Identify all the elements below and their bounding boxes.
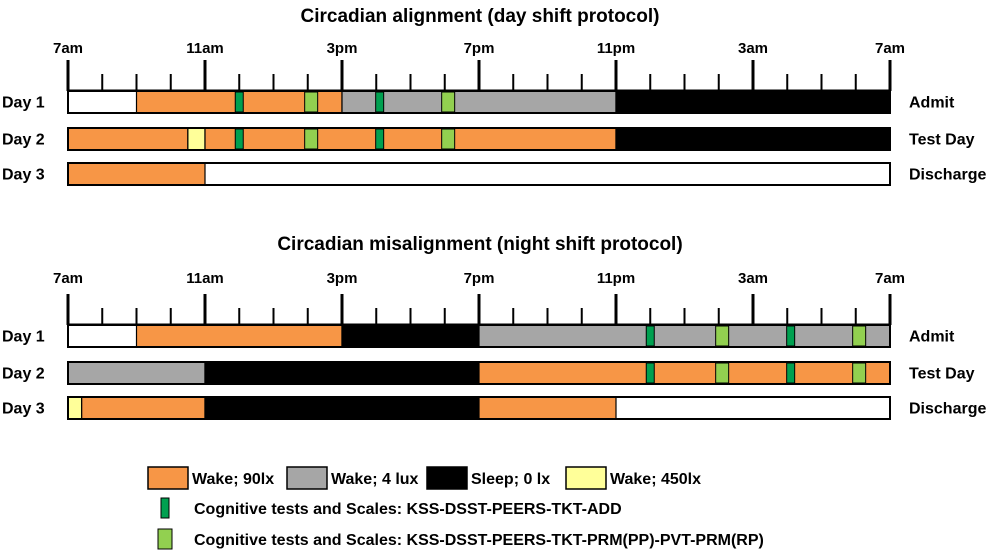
- marker-cog_dark: [234, 128, 244, 150]
- day-track-border: [67, 324, 891, 348]
- marker-cog_dark: [786, 325, 796, 347]
- legend-label: Wake; 450lx: [610, 471, 701, 488]
- segment-sleep_0: [204, 361, 480, 385]
- segment-wake_90: [135, 324, 343, 348]
- time-label: 7am: [53, 40, 83, 57]
- time-label: 3am: [738, 40, 768, 57]
- day-row: Day 1 Admit: [2, 90, 955, 114]
- day-label: Day 3: [2, 167, 45, 184]
- legend-swatch-wake_4: [286, 466, 328, 490]
- day-status: Test Day: [909, 366, 975, 383]
- marker-cog_dark: [234, 91, 244, 113]
- day-track-border: [67, 396, 891, 420]
- day-label: Day 2: [2, 366, 45, 383]
- marker-cog_light: [852, 325, 867, 347]
- marker-cog_dark: [375, 91, 385, 113]
- day-row: Day 2 Test Day: [2, 127, 975, 151]
- marker-cog_dark: [786, 362, 796, 384]
- marker-cog_dark: [645, 325, 655, 347]
- segment-wake_90: [81, 396, 206, 420]
- marker-cog_light: [304, 91, 319, 113]
- day-row: Day 2 Test Day: [2, 361, 975, 385]
- panel-night-shift: Circadian misalignment (night shift prot…: [2, 234, 986, 420]
- day-label: Day 1: [2, 329, 45, 346]
- legend-label: Cognitive tests and Scales: KSS-DSST-PEE…: [194, 501, 622, 518]
- segment-sleep_0: [341, 324, 480, 348]
- legend-swatch-cog_light: [157, 528, 173, 550]
- segment-sleep_0: [615, 127, 891, 151]
- time-label: 7pm: [464, 270, 495, 287]
- segment-wake_90: [478, 396, 617, 420]
- day-label: Day 3: [2, 401, 45, 418]
- marker-cog_light: [441, 91, 456, 113]
- segment-wake_90: [204, 127, 617, 151]
- marker-cog_dark: [645, 362, 655, 384]
- legend-label: Sleep; 0 lx: [471, 471, 550, 488]
- segment-wake_4: [67, 361, 206, 385]
- day-track-border: [67, 127, 891, 151]
- segment-sleep_0: [204, 396, 480, 420]
- marker-cog_light: [715, 325, 730, 347]
- day-status: Discharge: [909, 401, 986, 418]
- legend-swatch-cog_dark: [160, 497, 170, 519]
- day-status: Admit: [909, 95, 955, 112]
- day-status: Test Day: [909, 132, 975, 149]
- marker-cog_light: [715, 362, 730, 384]
- time-label: 11pm: [597, 270, 635, 287]
- legend: Wake; 90lx Wake; 4 lux Sleep; 0 lx Wake; 45…: [147, 466, 764, 550]
- marker-cog_light: [852, 362, 867, 384]
- segment-wake_90: [478, 361, 891, 385]
- segment-wake_450: [187, 127, 206, 151]
- day-row: Day 3 Discharge: [2, 396, 986, 420]
- panel-title: Circadian alignment (day shift protocol): [301, 6, 660, 27]
- segment-wake_4: [478, 324, 891, 348]
- day-label: Day 1: [2, 95, 45, 112]
- legend-label: Wake; 4 lux: [331, 471, 419, 488]
- time-label: 7am: [53, 270, 83, 287]
- time-label: 7am: [875, 270, 905, 287]
- legend-swatch-wake_450: [565, 466, 607, 490]
- time-label: 11am: [186, 270, 224, 287]
- legend-swatch-wake_90: [147, 466, 189, 490]
- marker-cog_light: [304, 128, 319, 150]
- day-row: Day 3 Discharge: [2, 162, 986, 186]
- day-row: Day 1 Admit: [2, 324, 955, 348]
- panel-day-shift: Circadian alignment (day shift protocol)…: [2, 6, 986, 186]
- legend-label: Wake; 90lx: [192, 471, 274, 488]
- day-status: Admit: [909, 329, 955, 346]
- time-label: 7pm: [464, 40, 495, 57]
- day-label: Day 2: [2, 132, 45, 149]
- time-label: 11am: [186, 40, 224, 57]
- panel-title: Circadian misalignment (night shift prot…: [277, 234, 682, 255]
- day-track-border: [67, 162, 891, 186]
- day-status: Discharge: [909, 167, 986, 184]
- time-label: 11pm: [597, 40, 635, 57]
- time-label: 3pm: [327, 40, 358, 57]
- segment-wake_90: [67, 162, 206, 186]
- marker-cog_dark: [375, 128, 385, 150]
- legend-swatch-sleep_0: [426, 466, 468, 490]
- segment-wake_90: [67, 127, 189, 151]
- legend-label: Cognitive tests and Scales: KSS-DSST-PEE…: [194, 532, 764, 549]
- time-label: 3am: [738, 270, 768, 287]
- segment-sleep_0: [615, 90, 891, 114]
- day-track: [68, 163, 890, 185]
- segment-wake_450: [67, 396, 83, 420]
- day-track-border: [67, 361, 891, 385]
- marker-cog_light: [441, 128, 456, 150]
- day-track-border: [67, 90, 891, 114]
- time-label: 3pm: [327, 270, 358, 287]
- time-label: 7am: [875, 40, 905, 57]
